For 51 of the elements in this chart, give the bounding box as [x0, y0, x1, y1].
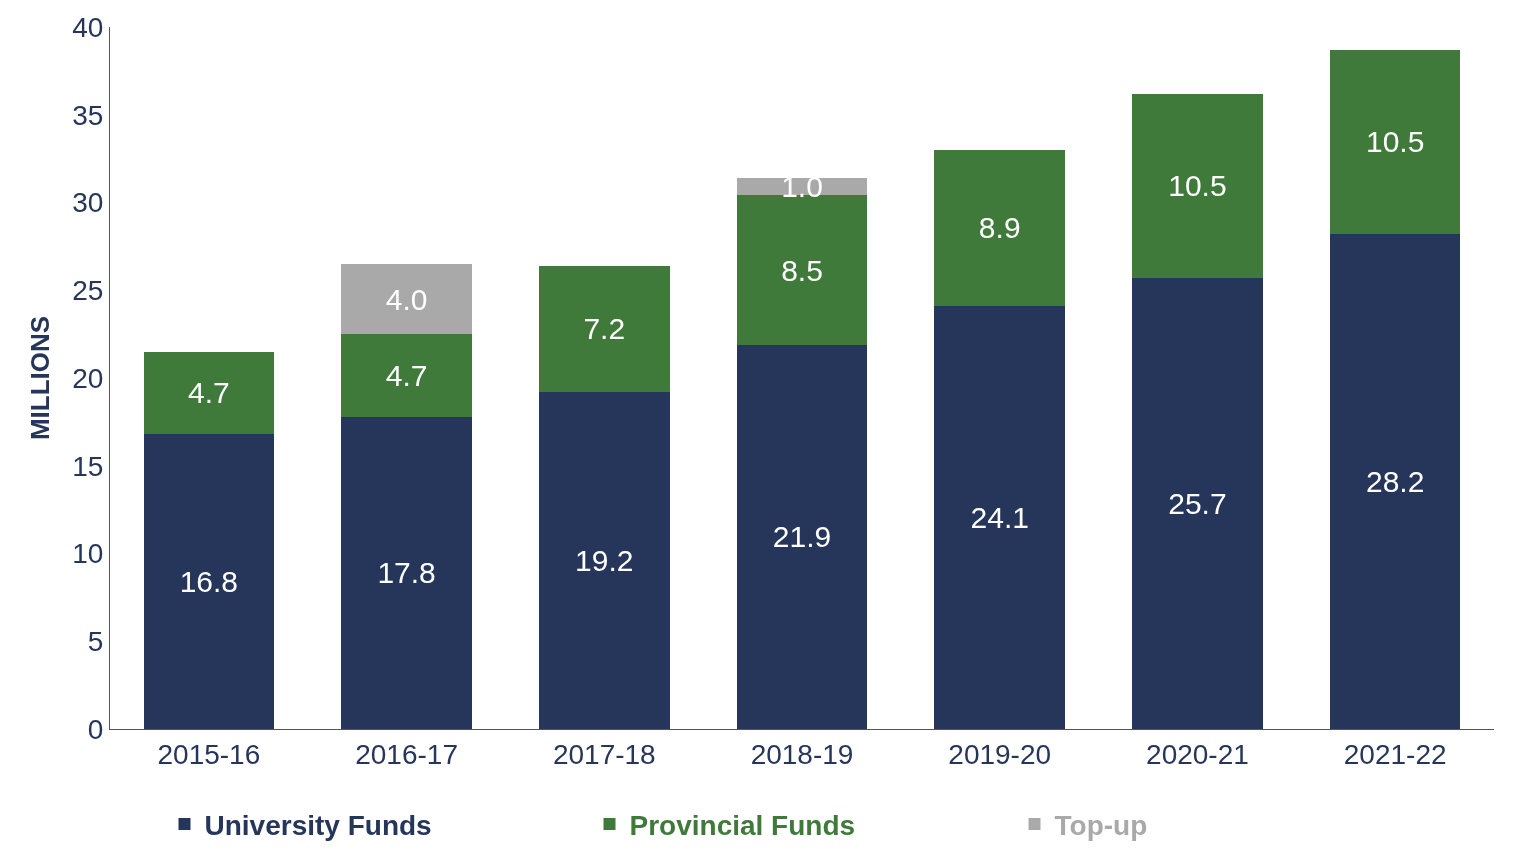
data-label: 24.1 [970, 501, 1029, 535]
x-tick-label: 2020-21 [1146, 738, 1249, 770]
legend-label: University Funds [204, 809, 432, 841]
y-tick-label: 35 [72, 99, 104, 131]
data-label: 4.0 [385, 282, 428, 316]
y-tick-label: 15 [72, 450, 104, 482]
y-tick-label: 5 [87, 626, 104, 658]
legend-label: Top-up [1054, 809, 1148, 841]
bar [143, 434, 275, 729]
data-label: 4.7 [385, 358, 428, 392]
bar [736, 344, 868, 729]
bar [736, 195, 868, 345]
bar [341, 416, 472, 729]
bar [341, 263, 472, 335]
data-label: 1.0 [781, 170, 823, 204]
data-label: 25.7 [1168, 486, 1227, 520]
data-label: 7.2 [583, 312, 626, 346]
bar [1329, 234, 1461, 729]
data-label: 19.2 [575, 544, 634, 578]
x-tick-label: 2018-19 [750, 738, 854, 770]
bar [1132, 93, 1263, 278]
data-label: 8.9 [978, 211, 1021, 245]
bar [934, 306, 1065, 729]
data-label: 21.9 [772, 520, 832, 554]
y-tick-label: 40 [72, 11, 104, 43]
data-label: 10.5 [1168, 169, 1227, 203]
data-label: 4.7 [188, 376, 230, 410]
data-label: 17.8 [377, 556, 436, 590]
bar [1132, 277, 1263, 729]
y-tick-label: 0 [87, 713, 104, 745]
bar [143, 351, 275, 435]
y-tick-label: 25 [72, 275, 104, 307]
x-tick-label: 2017-18 [552, 738, 656, 770]
y-tick-label: 30 [72, 187, 104, 219]
bar [539, 392, 670, 729]
bar [341, 334, 472, 417]
x-tick-label: 2015-16 [157, 738, 261, 770]
data-label: 16.8 [179, 565, 239, 599]
x-tick-label: 2016-17 [355, 738, 458, 770]
x-tick-label: 2019-20 [948, 738, 1052, 770]
bar [934, 149, 1065, 307]
data-label: 28.2 [1365, 465, 1425, 499]
legend-label: Provincial Funds [629, 809, 856, 841]
y-tick-label: 20 [72, 362, 104, 394]
y-tick-label: 10 [72, 538, 104, 570]
y-axis-title: MILLIONS [24, 315, 55, 441]
data-label: 10.5 [1365, 125, 1425, 159]
x-tick-label: 2021-22 [1343, 738, 1447, 770]
bar [1329, 49, 1461, 235]
bar [539, 265, 670, 393]
data-label: 8.5 [781, 253, 823, 287]
